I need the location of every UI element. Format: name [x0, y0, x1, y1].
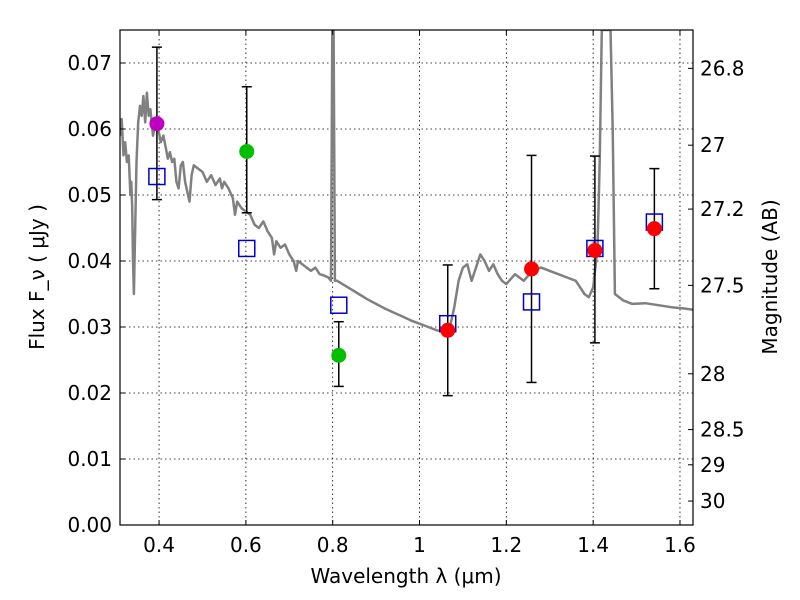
model-band-square: [522, 293, 541, 311]
y-tick-label: 0.04: [67, 249, 112, 273]
observed-flux-point: [239, 143, 255, 159]
observed-fluxes: [149, 116, 662, 363]
magnitude-tick-label: 27: [700, 133, 725, 157]
x-tick-label: 1.6: [664, 533, 696, 557]
x-axis-ticks: 0.4 0.6 0.8 1 1.2 1.4 1.6: [143, 30, 696, 557]
y-tick-label: 0.05: [67, 183, 112, 207]
x-tick-label: 1.2: [490, 533, 522, 557]
magnitude-tick-label: 28: [700, 362, 725, 386]
plot-frame: [119, 29, 694, 526]
error-bars: [151, 46, 660, 397]
x-tick-label: 1: [413, 533, 426, 557]
magnitude-tick-label: 29: [700, 453, 725, 477]
y-axis-ticks: 0.00 0.01 0.02 0.03 0.04 0.05 0.06 0.07: [67, 51, 125, 537]
observed-flux-point: [524, 261, 540, 277]
y-tick-label: 0.00: [67, 513, 112, 537]
observed-flux-point: [646, 221, 662, 237]
observed-flux-point: [149, 116, 165, 132]
x-tick-label: 0.6: [230, 533, 262, 557]
grid: [120, 30, 693, 525]
x-tick-label: 0.4: [143, 533, 175, 557]
magnitude-axis-label: Magnitude (AB): [758, 199, 782, 354]
y-tick-label: 0.03: [67, 315, 112, 339]
observed-flux-point: [331, 347, 347, 363]
magnitude-axis-ticks: 26.8 27 27.2 27.5 28 28.5 29 30: [688, 56, 745, 513]
magnitude-tick-label: 26.8: [700, 56, 745, 80]
magnitude-tick-label: 27.2: [700, 197, 745, 221]
y-axis-label: Flux F_ν ( μJy ): [25, 204, 49, 350]
y-tick-label: 0.07: [67, 51, 112, 75]
model-sed-line: [120, 30, 693, 334]
observed-flux-point: [440, 322, 456, 338]
magnitude-tick-label: 28.5: [700, 418, 745, 442]
model-band-square: [238, 239, 256, 258]
x-tick-label: 0.8: [317, 533, 349, 557]
model-band-square: [148, 167, 166, 186]
x-tick-label: 1.4: [577, 533, 609, 557]
model-band-fluxes: [148, 167, 664, 333]
model-sed-layer: [120, 30, 693, 334]
observed-flux-point: [587, 242, 603, 258]
y-tick-label: 0.01: [67, 447, 112, 471]
model-band-square: [330, 296, 348, 314]
y-tick-label: 0.06: [67, 117, 112, 141]
magnitude-tick-label: 30: [700, 489, 725, 513]
magnitude-tick-label: 27.5: [700, 273, 745, 297]
y-tick-label: 0.02: [67, 381, 112, 405]
x-axis-label: Wavelength λ (μm): [310, 564, 501, 588]
